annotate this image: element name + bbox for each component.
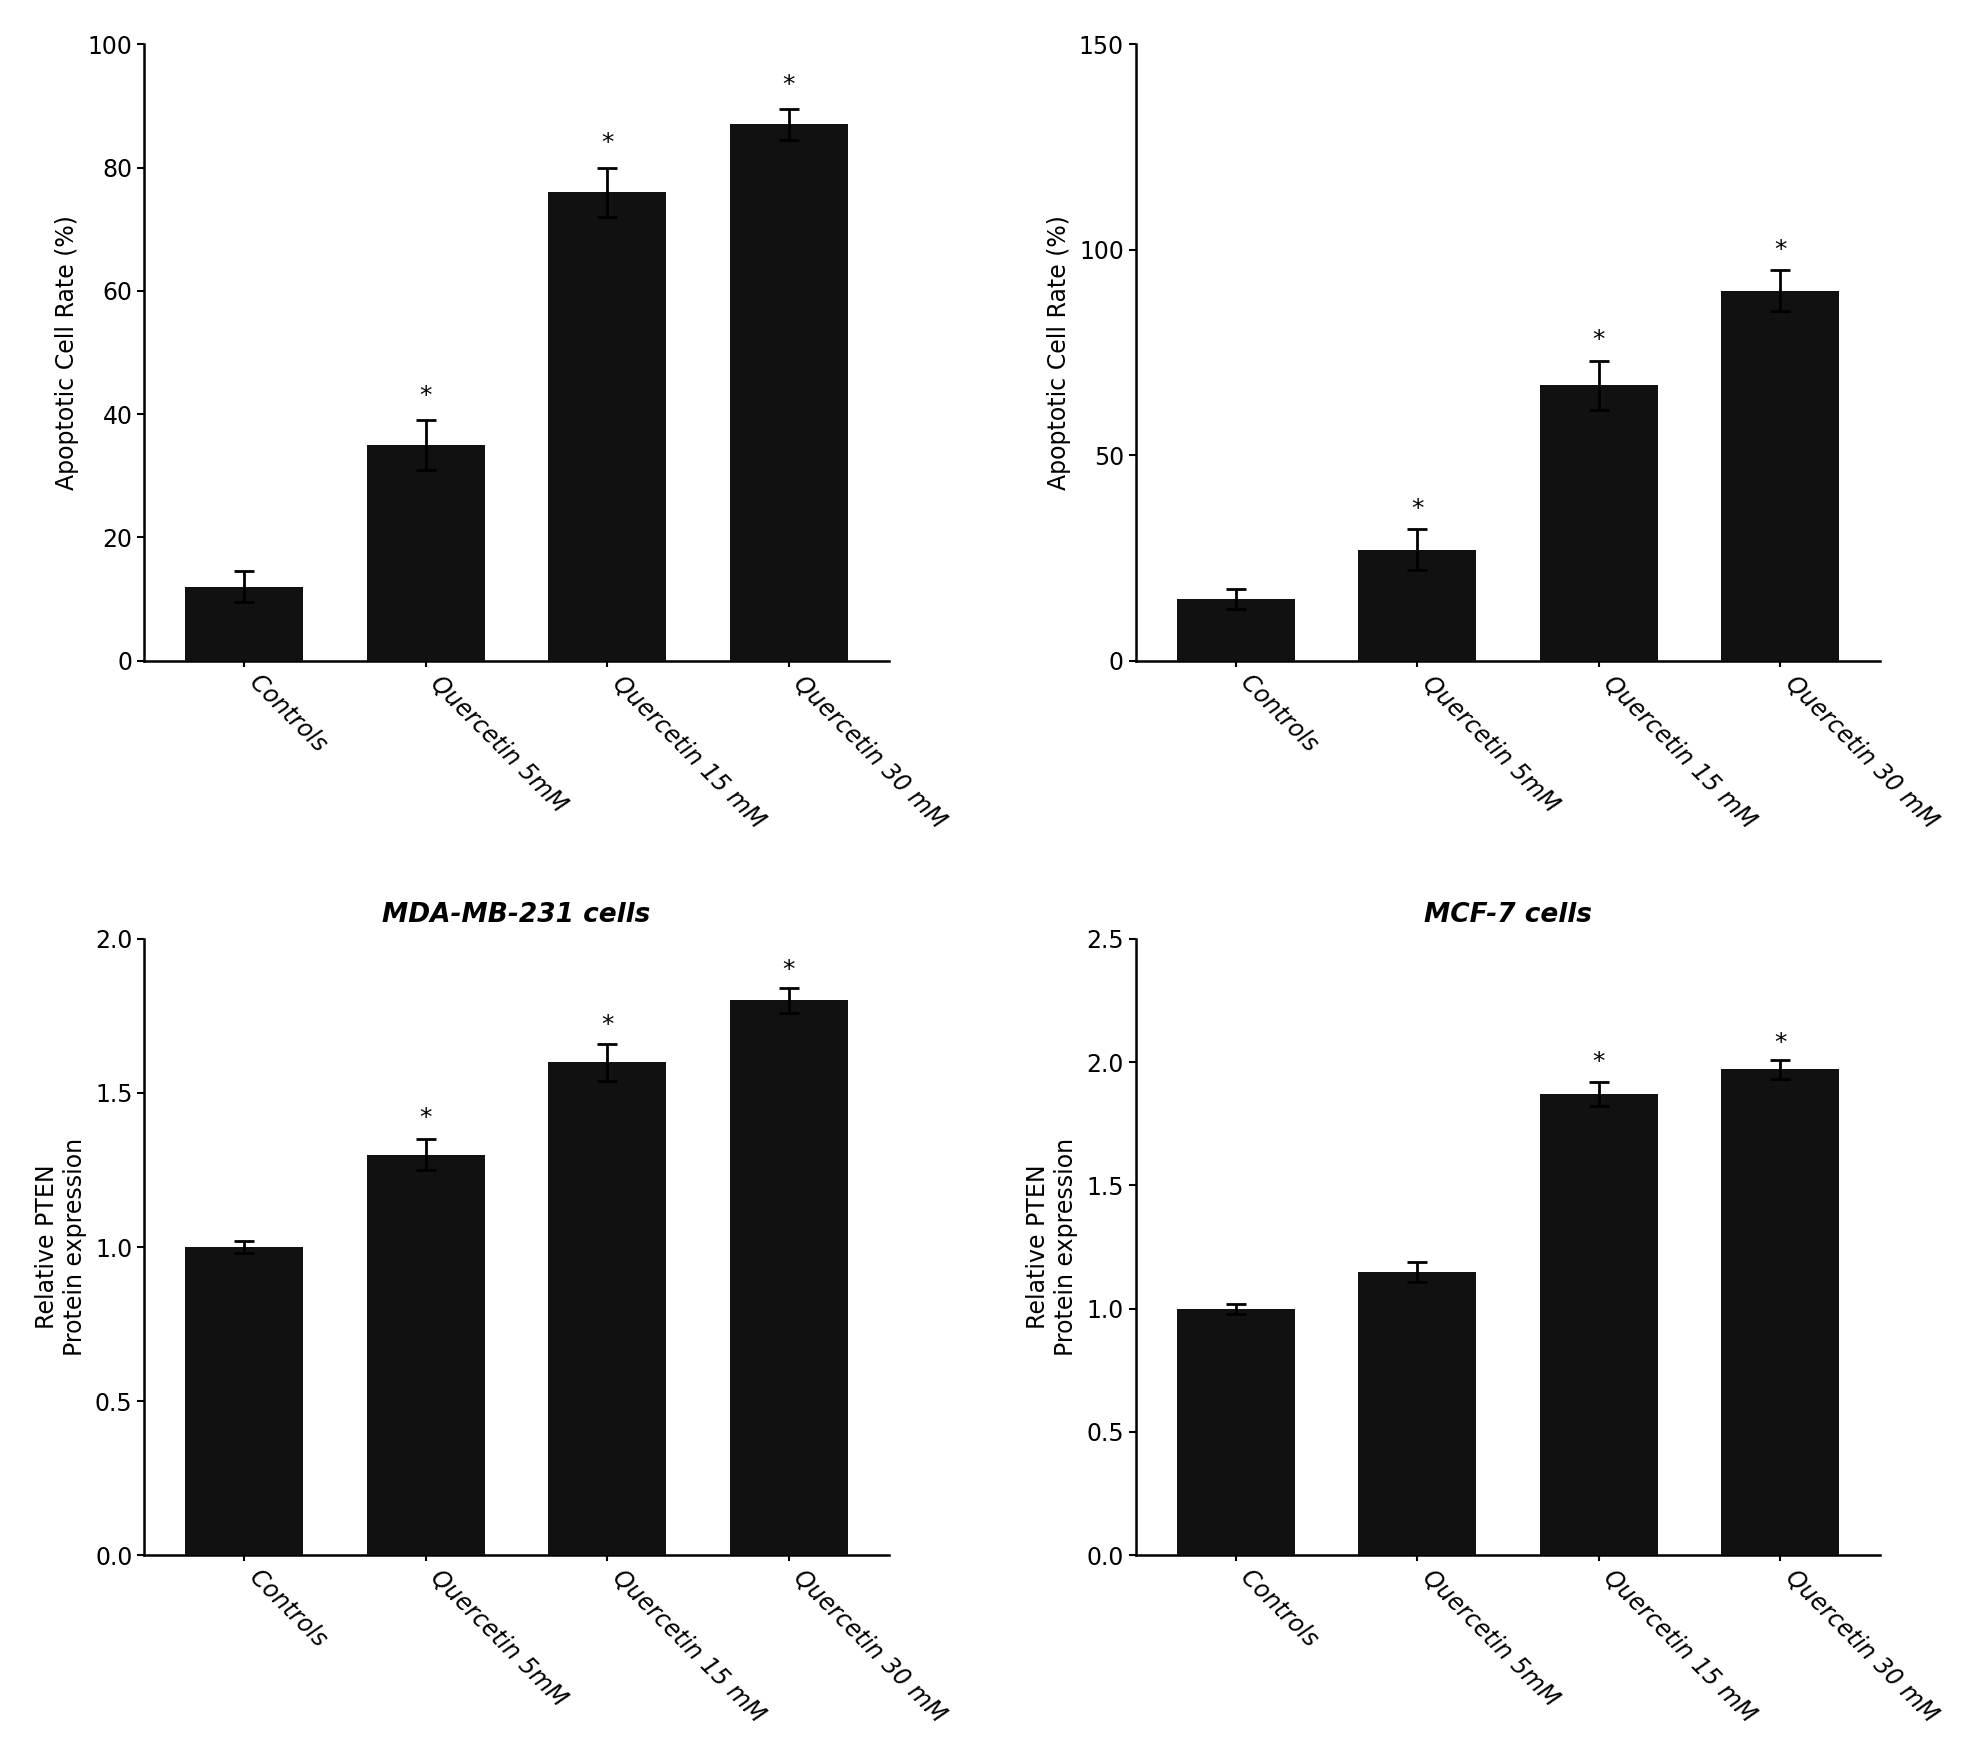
Bar: [549, 1062, 666, 1556]
Text: *: *: [601, 130, 612, 155]
Bar: [729, 1001, 848, 1556]
Y-axis label: Relative PTEN
Protein expression: Relative PTEN Protein expression: [36, 1138, 87, 1357]
Text: *: *: [1592, 1050, 1603, 1075]
Text: *: *: [1411, 497, 1423, 522]
Text: *: *: [783, 959, 795, 981]
Bar: [1540, 1094, 1657, 1556]
Bar: [1720, 291, 1839, 661]
Text: *: *: [1774, 1031, 1786, 1055]
Text: *: *: [1592, 328, 1603, 352]
Y-axis label: Relative PTEN
Protein expression: Relative PTEN Protein expression: [1027, 1138, 1078, 1357]
Bar: [1358, 550, 1475, 661]
Bar: [367, 1154, 484, 1556]
Text: *: *: [783, 72, 795, 97]
Y-axis label: Apoptotic Cell Rate (%): Apoptotic Cell Rate (%): [1046, 215, 1070, 490]
Bar: [1540, 386, 1657, 661]
Bar: [729, 125, 848, 661]
Y-axis label: Apoptotic Cell Rate (%): Apoptotic Cell Rate (%): [55, 215, 79, 490]
Bar: [367, 444, 484, 661]
Bar: [1175, 599, 1294, 661]
Bar: [1175, 1309, 1294, 1556]
Bar: [184, 587, 303, 661]
Title: MCF-7 cells: MCF-7 cells: [1423, 902, 1592, 929]
Bar: [1720, 1070, 1839, 1556]
Text: *: *: [420, 1107, 432, 1129]
Bar: [184, 1247, 303, 1556]
Bar: [1358, 1272, 1475, 1556]
Title: MDA-MB-231 cells: MDA-MB-231 cells: [383, 902, 650, 929]
Bar: [549, 192, 666, 661]
Text: *: *: [1774, 238, 1786, 263]
Text: *: *: [601, 1013, 612, 1038]
Text: *: *: [420, 384, 432, 407]
